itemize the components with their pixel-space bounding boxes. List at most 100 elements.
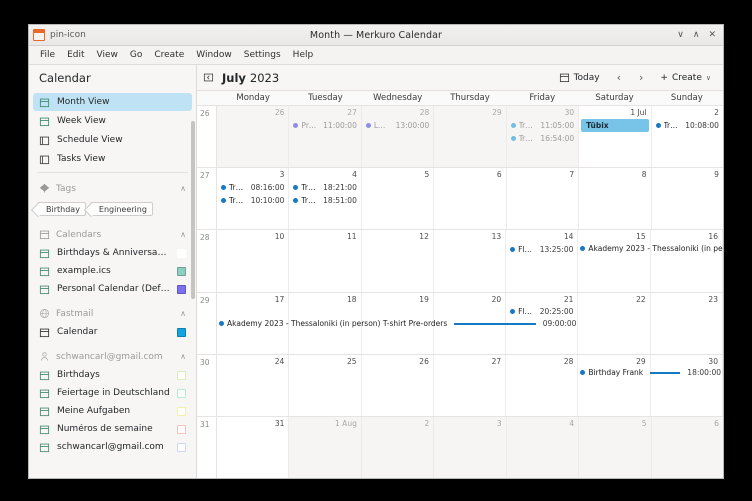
calendar-item[interactable]: Birthdays & Anniversaries [29, 244, 196, 262]
pin-icon[interactable]: pin-icon [50, 29, 86, 40]
day-cell[interactable]: 24 [217, 354, 290, 416]
calendar-color-swatch[interactable] [177, 388, 186, 398]
minimize-icon[interactable]: ∨ [677, 29, 684, 40]
day-cell[interactable]: 11 [289, 230, 362, 292]
close-icon[interactable]: ✕ [708, 29, 716, 40]
day-cell[interactable]: 25 [289, 354, 362, 416]
day-cell[interactable]: 28 [506, 354, 579, 416]
menu-go[interactable]: Go [129, 50, 143, 60]
calendar-item[interactable]: Numéros de semaine [29, 420, 196, 438]
day-cell[interactable]: 15 [578, 230, 651, 292]
sidebar-scroll-area[interactable]: Month View Week View Schedule View Tasks Vi… [29, 91, 196, 478]
calendar-color-swatch[interactable] [177, 327, 186, 337]
day-cell[interactable]: 23 [651, 292, 723, 354]
multi-day-event[interactable]: Birthday Frank 18:00:00 [578, 367, 723, 379]
day-cell[interactable]: 1 Jul Tübix [579, 106, 652, 168]
day-cell[interactable]: 6 [651, 416, 723, 478]
calendars-section-header[interactable]: Calendars ∧ [29, 225, 196, 244]
menu-create[interactable]: Create [154, 50, 185, 60]
multi-day-event[interactable]: Akademy 2023 - Thessaloniki (in person) [578, 242, 723, 254]
day-cell[interactable]: 3 [434, 416, 507, 478]
day-cell[interactable]: 13 [434, 230, 507, 292]
event-item[interactable]: Flig... 13:25:00 [508, 243, 575, 255]
event-item[interactable]: Trai... 18:51:00 [291, 194, 358, 206]
day-cell[interactable]: 7 [507, 168, 580, 230]
day-cell[interactable]: 10 [217, 230, 290, 292]
chevron-up-icon[interactable]: ∧ [180, 184, 186, 193]
day-cell[interactable]: 8 [579, 168, 652, 230]
sidebar-item-tasks-view[interactable]: Tasks View [33, 150, 192, 168]
day-cell[interactable]: 2 Trai... 10:08:00 [652, 106, 723, 167]
maximize-icon[interactable]: ∧ [692, 29, 700, 40]
calendar-item[interactable]: Feiertage in Deutschland [29, 384, 196, 402]
day-cell[interactable]: 26 [362, 354, 434, 416]
today-button[interactable]: Today [555, 70, 604, 85]
calendar-color-swatch[interactable] [177, 442, 186, 452]
day-cell[interactable]: 14 Flig... 13:25:00 [506, 230, 579, 292]
day-cell[interactable]: 28 Lun... 13:00:00 [361, 106, 435, 168]
sidebar-item-month-view[interactable]: Month View [33, 93, 192, 111]
menu-help[interactable]: Help [292, 50, 314, 60]
collapse-sidebar-icon[interactable] [203, 72, 214, 83]
day-cell[interactable]: 2 [361, 416, 435, 478]
menu-edit[interactable]: Edit [67, 50, 85, 60]
day-cell[interactable]: 16 [651, 230, 723, 292]
calendar-color-swatch[interactable] [177, 424, 186, 434]
event-item[interactable]: Trai... 11:05:00 [509, 119, 576, 131]
day-cell[interactable]: 6 [434, 168, 507, 230]
day-cell[interactable]: 18 [289, 292, 362, 354]
event-item[interactable]: Flig... 20:25:00 [508, 306, 575, 318]
day-cell[interactable]: 4 Trai... 18:21:00 Trai... 18:51:00 [289, 168, 362, 230]
event-item[interactable]: Trai... 10:10:00 [219, 194, 286, 206]
chevron-up-icon[interactable]: ∧ [180, 230, 186, 239]
menu-window[interactable]: Window [196, 50, 232, 60]
sidebar-item-week-view[interactable]: Week View [33, 112, 192, 130]
day-cell[interactable]: 30 [651, 354, 723, 416]
day-cell[interactable]: 3 Trai... 08:16:00 Trai... 10:10:00 [217, 168, 290, 230]
day-cell[interactable]: 12 [362, 230, 434, 292]
sidebar-scrollbar[interactable] [191, 121, 195, 299]
tag-chip-engineering[interactable]: Engineering [89, 202, 153, 216]
calendar-item[interactable]: Calendar [29, 323, 196, 341]
calendar-color-swatch[interactable] [177, 266, 186, 276]
calendar-item[interactable]: Personal Calendar (Default) [29, 280, 196, 298]
day-cell[interactable]: 9 [652, 168, 723, 229]
day-cell[interactable]: 21 Flig... 20:25:00 [506, 292, 579, 354]
calendar-color-swatch[interactable] [177, 406, 186, 416]
calendar-color-swatch[interactable] [177, 370, 186, 380]
day-cell[interactable]: 30 Trai... 11:05:00 Trai... 16:54:00 [506, 106, 580, 168]
calendar-item[interactable]: Meine Aufgaben [29, 402, 196, 420]
calendar-item[interactable]: example.ics [29, 262, 196, 280]
gmail-section-header[interactable]: schwancarl@gmail.com ∧ [29, 347, 196, 366]
chevron-down-icon[interactable]: ∨ [705, 73, 711, 82]
day-cell[interactable]: 27 Pre... 11:00:00 [289, 106, 362, 168]
event-item[interactable]: Trai... 10:08:00 [654, 119, 721, 131]
multi-day-event[interactable]: Akademy 2023 - Thessaloniki (in person) … [217, 318, 578, 330]
calendar-color-swatch[interactable] [177, 284, 186, 294]
day-cell[interactable]: 22 [578, 292, 651, 354]
calendar-item[interactable]: Birthdays [29, 366, 196, 384]
create-button[interactable]: + Create ∨ [656, 71, 715, 85]
day-cell[interactable]: 27 [434, 354, 507, 416]
event-item[interactable]: Trai... 18:21:00 [291, 181, 358, 193]
event-item[interactable]: Trai... 08:16:00 [219, 181, 286, 193]
tag-chip-birthday[interactable]: Birthday [37, 202, 86, 216]
next-month-button[interactable]: › [639, 71, 644, 84]
day-cell[interactable]: 29 [578, 354, 651, 416]
event-item[interactable]: Lun... 13:00:00 [364, 119, 431, 131]
calendar-color-swatch[interactable] [177, 248, 186, 258]
day-cell[interactable]: 4 [506, 416, 580, 478]
menu-settings[interactable]: Settings [243, 50, 281, 60]
day-cell[interactable]: 31 [217, 416, 290, 478]
tags-section-header[interactable]: Tags ∧ [29, 179, 196, 198]
day-cell[interactable]: 26 [217, 106, 290, 168]
event-item[interactable]: Trai... 16:54:00 [509, 132, 576, 144]
chevron-up-icon[interactable]: ∧ [180, 309, 186, 318]
previous-month-button[interactable]: ‹ [616, 71, 622, 84]
day-cell[interactable]: 1 Aug [289, 416, 362, 478]
day-cell[interactable]: 5 [362, 168, 435, 230]
sidebar-item-schedule-view[interactable]: Schedule View [33, 131, 192, 149]
day-cell[interactable]: 17 [217, 292, 290, 354]
event-item[interactable]: Pre... 11:00:00 [291, 119, 358, 131]
menu-view[interactable]: View [96, 50, 118, 60]
